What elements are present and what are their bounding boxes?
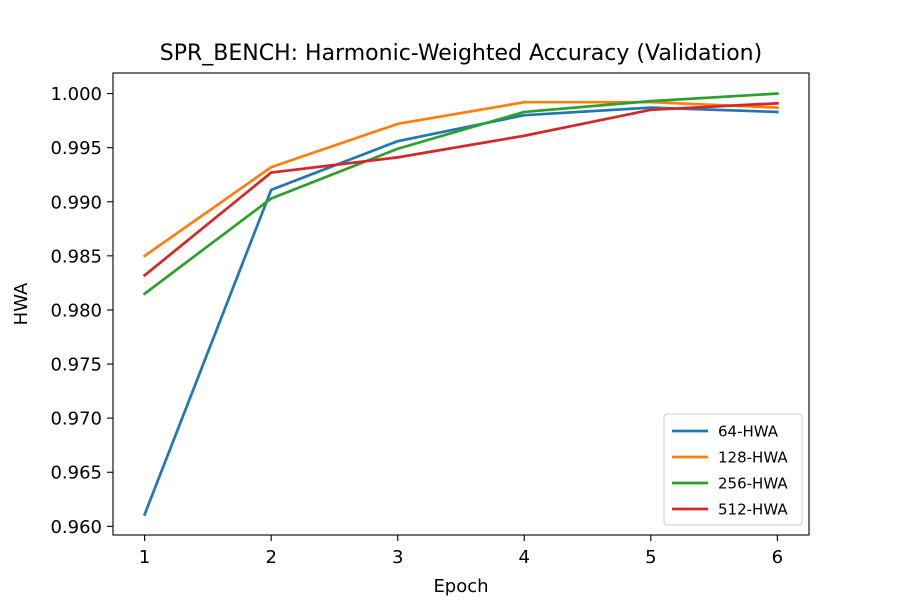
x-tick-label: 3 xyxy=(392,547,403,568)
legend-box xyxy=(663,413,803,526)
legend: 64-HWA 128-HWA 256-HWA 512-HWA xyxy=(663,413,803,526)
y-tick-label: 0.985 xyxy=(50,246,102,267)
x-axis-label: Epoch xyxy=(433,576,488,597)
legend-label-256-HWA: 256-HWA xyxy=(718,475,788,493)
legend-label-128-HWA: 128-HWA xyxy=(718,449,788,467)
x-tick-label: 1 xyxy=(139,547,150,568)
y-tick-label: 0.995 xyxy=(50,138,102,159)
series-line-256-HWA xyxy=(142,92,779,296)
legend-label-512-HWA: 512-HWA xyxy=(718,501,788,519)
legend-label-64-HWA: 64-HWA xyxy=(718,423,779,441)
axes: 1 2 3 4 5 6 0.960 0.965 0.970 0.975 0.980 0.985 0.99… xyxy=(50,72,810,568)
y-tick-label: 0.970 xyxy=(50,409,102,430)
x-tick-label: 6 xyxy=(772,547,783,568)
y-tick-label: 0.965 xyxy=(50,463,102,484)
x-tick-label: 4 xyxy=(519,547,530,568)
chart-title: SPR_BENCH: Harmonic-Weighted Accuracy (V… xyxy=(160,41,762,66)
y-tick-label: 0.990 xyxy=(50,192,102,213)
x-tick-label: 2 xyxy=(265,547,276,568)
series-line-128-HWA xyxy=(142,100,779,258)
axes-frame xyxy=(112,72,810,536)
y-tick-label: 0.960 xyxy=(50,517,102,538)
plot-area xyxy=(142,92,779,517)
y-tick-label: 0.980 xyxy=(50,300,102,321)
series-line-512-HWA xyxy=(142,101,779,278)
y-axis-label: HWA xyxy=(11,282,32,325)
y-tick-label: 0.975 xyxy=(50,355,102,376)
y-tick-label: 1.000 xyxy=(50,84,102,105)
x-tick-label: 5 xyxy=(645,547,656,568)
